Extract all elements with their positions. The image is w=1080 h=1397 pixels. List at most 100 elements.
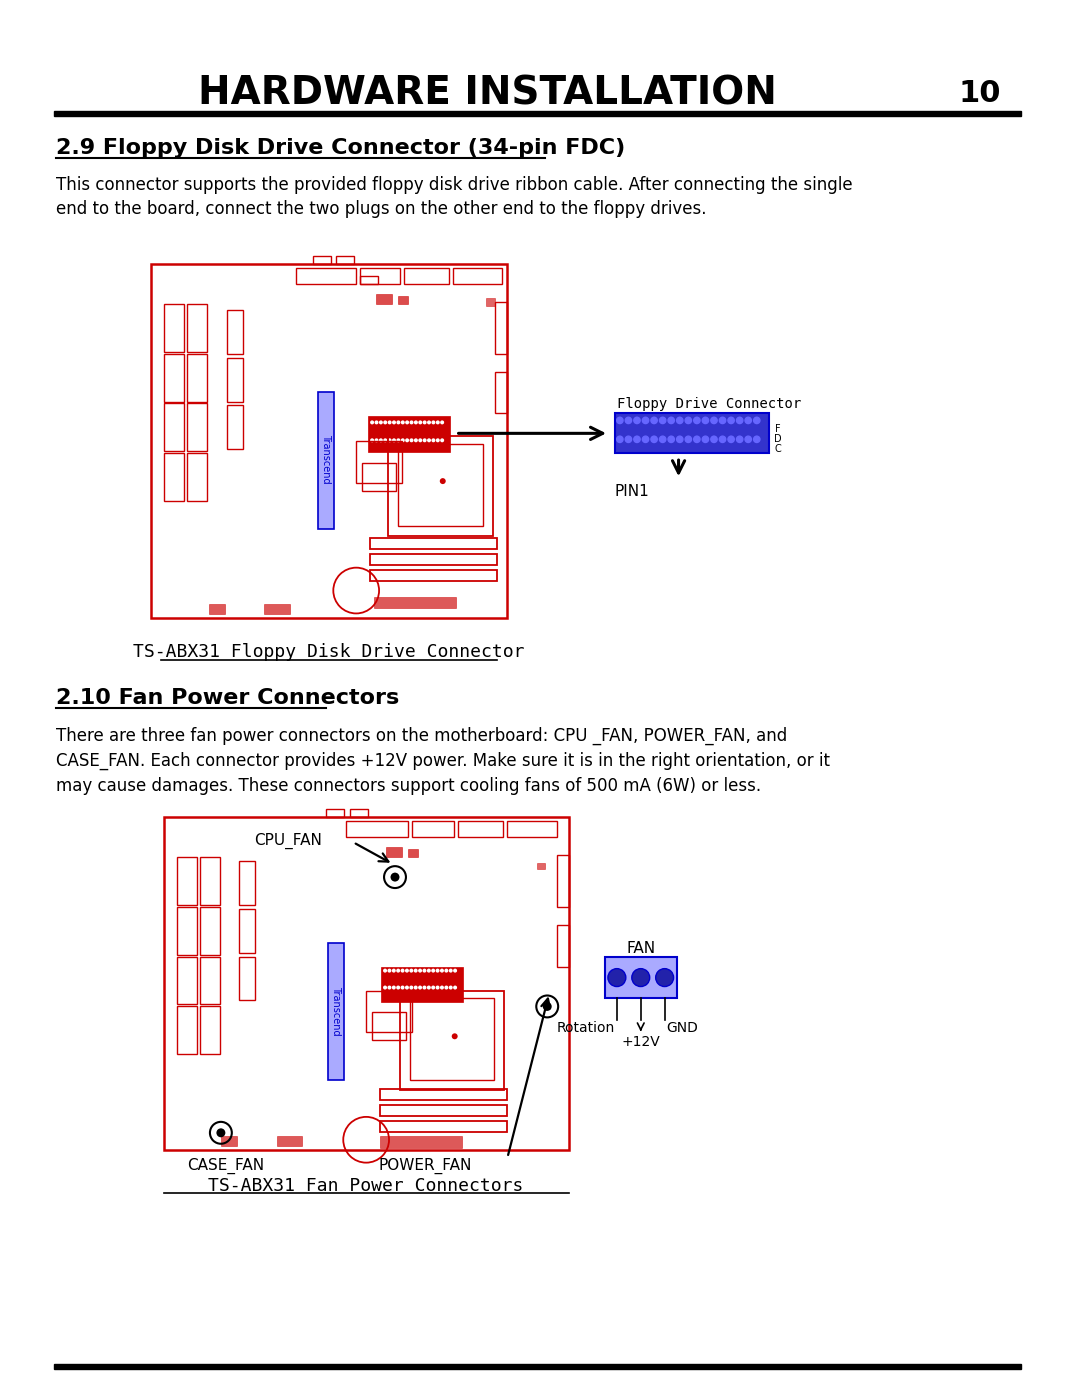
Circle shape bbox=[406, 986, 408, 989]
Text: GND: GND bbox=[666, 1021, 699, 1035]
Bar bbox=[537, 863, 545, 869]
Circle shape bbox=[391, 873, 400, 882]
Bar bbox=[381, 967, 462, 1003]
Circle shape bbox=[441, 420, 444, 423]
Text: +12V: +12V bbox=[621, 1035, 660, 1049]
Bar bbox=[239, 957, 255, 1000]
Bar bbox=[164, 817, 569, 1150]
Bar bbox=[557, 855, 569, 907]
Text: may cause damages. These connectors support cooling fans of 500 mA (6W) or less.: may cause damages. These connectors supp… bbox=[56, 777, 760, 795]
Circle shape bbox=[625, 436, 632, 443]
Circle shape bbox=[719, 418, 726, 423]
Circle shape bbox=[375, 439, 378, 441]
Text: TS-ABX31 Fan Power Connectors: TS-ABX31 Fan Power Connectors bbox=[208, 1176, 524, 1194]
Bar bbox=[297, 268, 356, 284]
Bar bbox=[350, 809, 368, 817]
Circle shape bbox=[441, 986, 443, 989]
Circle shape bbox=[402, 986, 404, 989]
Circle shape bbox=[449, 986, 453, 989]
Bar bbox=[239, 909, 255, 953]
Circle shape bbox=[406, 420, 408, 423]
Circle shape bbox=[370, 439, 374, 441]
Circle shape bbox=[702, 436, 708, 443]
Bar bbox=[336, 256, 354, 264]
Bar bbox=[368, 416, 449, 453]
Bar bbox=[276, 1136, 302, 1146]
Bar bbox=[388, 436, 492, 536]
Circle shape bbox=[428, 420, 430, 423]
Bar bbox=[399, 444, 483, 525]
Circle shape bbox=[436, 986, 438, 989]
Circle shape bbox=[454, 986, 457, 989]
Circle shape bbox=[656, 968, 674, 986]
Circle shape bbox=[643, 418, 649, 423]
Circle shape bbox=[383, 970, 387, 972]
Bar bbox=[356, 441, 402, 483]
Circle shape bbox=[379, 420, 382, 423]
Circle shape bbox=[632, 968, 650, 986]
Bar bbox=[408, 849, 418, 858]
Bar bbox=[486, 298, 496, 306]
Bar bbox=[458, 821, 503, 837]
Circle shape bbox=[634, 418, 640, 423]
Circle shape bbox=[617, 418, 623, 423]
Circle shape bbox=[419, 420, 421, 423]
Bar bbox=[200, 907, 220, 954]
Bar bbox=[177, 907, 197, 954]
Text: Floppy Drive Connector: Floppy Drive Connector bbox=[617, 398, 801, 412]
Circle shape bbox=[669, 418, 674, 423]
Bar bbox=[200, 1006, 220, 1055]
Circle shape bbox=[676, 436, 683, 443]
Bar bbox=[374, 597, 456, 609]
Text: end to the board, connect the two plugs on the other end to the floppy drives.: end to the board, connect the two plugs … bbox=[56, 201, 706, 218]
Bar bbox=[386, 847, 402, 858]
Bar bbox=[496, 302, 508, 353]
Circle shape bbox=[392, 970, 395, 972]
Bar bbox=[399, 296, 408, 305]
Circle shape bbox=[449, 970, 453, 972]
Bar bbox=[151, 264, 508, 619]
Circle shape bbox=[384, 420, 387, 423]
Circle shape bbox=[389, 420, 391, 423]
Bar bbox=[227, 405, 243, 450]
Text: TS-ABX31 Floppy Disk Drive Connector: TS-ABX31 Floppy Disk Drive Connector bbox=[133, 643, 524, 661]
Circle shape bbox=[432, 439, 434, 441]
Circle shape bbox=[396, 970, 400, 972]
Bar bbox=[164, 305, 184, 352]
Circle shape bbox=[406, 970, 408, 972]
Bar bbox=[187, 305, 207, 352]
Circle shape bbox=[423, 420, 426, 423]
Circle shape bbox=[711, 418, 717, 423]
Circle shape bbox=[423, 439, 426, 441]
Bar bbox=[164, 404, 184, 451]
Bar bbox=[496, 372, 508, 414]
Circle shape bbox=[393, 439, 395, 441]
Circle shape bbox=[728, 436, 734, 443]
Circle shape bbox=[693, 436, 700, 443]
Bar bbox=[239, 861, 255, 905]
Circle shape bbox=[379, 439, 382, 441]
Circle shape bbox=[436, 970, 438, 972]
Circle shape bbox=[384, 439, 387, 441]
Circle shape bbox=[617, 436, 623, 443]
Circle shape bbox=[737, 418, 743, 423]
Text: CPU_FAN: CPU_FAN bbox=[254, 833, 322, 849]
Circle shape bbox=[375, 420, 378, 423]
Circle shape bbox=[436, 420, 440, 423]
Circle shape bbox=[415, 986, 417, 989]
Circle shape bbox=[397, 439, 400, 441]
Circle shape bbox=[393, 420, 395, 423]
Bar bbox=[373, 1013, 406, 1041]
Circle shape bbox=[660, 436, 666, 443]
Circle shape bbox=[651, 418, 658, 423]
Circle shape bbox=[711, 436, 717, 443]
Circle shape bbox=[410, 420, 413, 423]
Circle shape bbox=[737, 436, 743, 443]
Circle shape bbox=[436, 439, 440, 441]
Bar bbox=[370, 570, 498, 581]
Bar bbox=[360, 277, 378, 284]
Bar bbox=[177, 957, 197, 1004]
Bar bbox=[164, 453, 184, 502]
Circle shape bbox=[451, 1034, 458, 1039]
Bar bbox=[453, 268, 502, 284]
